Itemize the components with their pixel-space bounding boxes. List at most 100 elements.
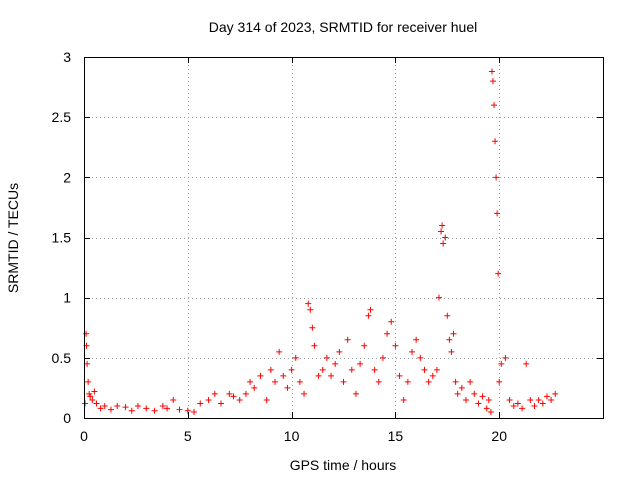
y-tick-label: 0.5 xyxy=(52,350,72,366)
data-point xyxy=(467,378,474,385)
y-tick-label: 1.5 xyxy=(52,230,72,246)
data-point xyxy=(151,407,158,414)
data-point xyxy=(440,240,447,247)
data-point xyxy=(535,396,542,403)
data-point xyxy=(101,402,108,409)
data-point xyxy=(296,378,303,385)
data-point xyxy=(483,405,490,412)
data-point xyxy=(442,234,449,241)
data-point xyxy=(128,407,135,414)
data-point xyxy=(305,300,312,307)
data-point xyxy=(134,402,141,409)
data-point xyxy=(82,400,89,407)
data-point xyxy=(184,407,191,414)
data-point xyxy=(523,360,530,367)
data-point xyxy=(226,390,233,397)
data-point xyxy=(452,378,459,385)
x-tick-label: 15 xyxy=(388,428,404,444)
data-point xyxy=(205,396,212,403)
data-point xyxy=(429,372,436,379)
x-tick-label: 20 xyxy=(491,428,507,444)
data-point xyxy=(531,402,538,409)
data-point xyxy=(361,342,368,349)
chart-title: Day 314 of 2023, SRMTID for receiver hue… xyxy=(209,19,477,35)
data-point xyxy=(491,102,498,109)
data-point xyxy=(475,400,482,407)
data-point xyxy=(519,405,526,412)
y-tick-label: 2 xyxy=(63,169,71,185)
x-axis-label: GPS time / hours xyxy=(290,457,397,473)
data-point xyxy=(83,330,90,337)
y-tick-label: 1 xyxy=(63,290,71,306)
data-point xyxy=(288,366,295,373)
y-tick-label: 3 xyxy=(63,49,71,65)
data-point xyxy=(328,372,335,379)
data-point xyxy=(450,330,457,337)
data-point xyxy=(319,366,326,373)
data-point xyxy=(292,354,299,361)
data-point xyxy=(367,306,374,313)
data-point xyxy=(307,306,314,313)
data-point xyxy=(357,360,364,367)
data-point xyxy=(257,372,264,379)
data-point xyxy=(495,270,502,277)
data-point xyxy=(413,336,420,343)
data-point xyxy=(340,378,347,385)
data-point xyxy=(332,360,339,367)
y-tick-label: 2.5 xyxy=(52,109,72,125)
data-point xyxy=(309,324,316,331)
data-point xyxy=(510,402,517,409)
data-point xyxy=(176,406,183,413)
data-point xyxy=(230,393,237,400)
data-points xyxy=(82,68,559,415)
data-point xyxy=(496,378,503,385)
data-point xyxy=(487,408,494,415)
data-point xyxy=(400,396,407,403)
data-point xyxy=(396,372,403,379)
data-point xyxy=(242,390,249,397)
data-point xyxy=(197,400,204,407)
data-point xyxy=(91,388,98,395)
data-point xyxy=(97,405,104,412)
data-point xyxy=(433,366,440,373)
data-point xyxy=(170,396,177,403)
data-point xyxy=(462,396,469,403)
data-point xyxy=(438,228,445,235)
data-point xyxy=(336,348,343,355)
x-tick-label: 5 xyxy=(184,428,192,444)
data-point xyxy=(371,366,378,373)
data-point xyxy=(315,372,322,379)
grid-lines xyxy=(84,57,603,418)
data-point xyxy=(539,400,546,407)
data-point xyxy=(489,78,496,85)
data-point xyxy=(492,138,499,145)
data-point xyxy=(384,330,391,337)
data-point xyxy=(89,396,96,403)
data-point xyxy=(506,396,513,403)
data-point xyxy=(417,354,424,361)
data-point xyxy=(143,405,150,412)
x-tick-label: 10 xyxy=(284,428,300,444)
data-point xyxy=(348,366,355,373)
data-point xyxy=(543,393,550,400)
data-point xyxy=(458,384,465,391)
data-point xyxy=(280,372,287,379)
data-point xyxy=(409,348,416,355)
data-point xyxy=(485,396,492,403)
data-point xyxy=(425,378,432,385)
data-point xyxy=(211,390,218,397)
data-point xyxy=(421,366,428,373)
data-point xyxy=(514,400,521,407)
data-point xyxy=(502,354,509,361)
data-point xyxy=(164,405,171,412)
data-point xyxy=(114,402,121,409)
data-point xyxy=(375,378,382,385)
data-point xyxy=(85,378,92,385)
data-point xyxy=(446,336,453,343)
data-point xyxy=(488,68,495,75)
data-point xyxy=(301,390,308,397)
data-point xyxy=(311,342,318,349)
data-point xyxy=(344,336,351,343)
data-point xyxy=(352,390,359,397)
